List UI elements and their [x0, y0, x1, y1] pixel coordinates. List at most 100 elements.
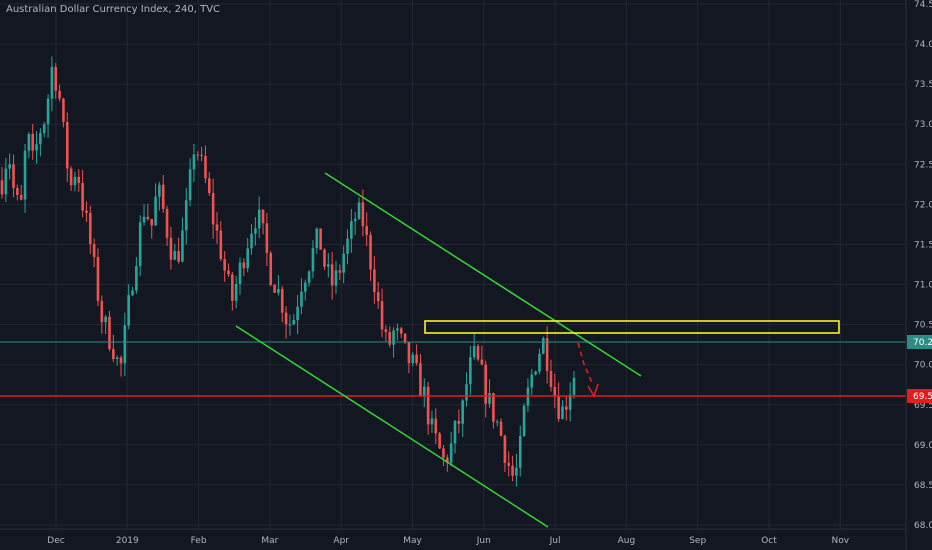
candle[interactable]	[407, 341, 411, 374]
candle[interactable]	[42, 122, 46, 138]
candle[interactable]	[565, 395, 568, 421]
candle[interactable]	[92, 238, 96, 268]
candle[interactable]	[142, 203, 146, 226]
candle[interactable]	[334, 260, 338, 294]
candle[interactable]	[0, 167, 4, 199]
candle[interactable]	[330, 252, 334, 300]
candle[interactable]	[211, 178, 215, 239]
candle[interactable]	[131, 286, 134, 297]
candle[interactable]	[553, 373, 557, 409]
candle[interactable]	[541, 336, 545, 355]
candle[interactable]	[557, 382, 560, 422]
candle[interactable]	[115, 355, 119, 366]
candle[interactable]	[188, 158, 192, 207]
candle[interactable]	[538, 348, 541, 375]
candle[interactable]	[311, 240, 315, 279]
candle[interactable]	[257, 196, 261, 239]
candle[interactable]	[369, 231, 372, 282]
candle[interactable]	[85, 201, 88, 223]
candle[interactable]	[568, 382, 572, 422]
candle[interactable]	[54, 63, 58, 99]
candle[interactable]	[288, 314, 292, 336]
candle[interactable]	[177, 237, 180, 264]
candle[interactable]	[530, 368, 534, 395]
candle[interactable]	[88, 205, 92, 255]
candle[interactable]	[376, 281, 380, 309]
candle[interactable]	[307, 270, 311, 287]
candle[interactable]	[515, 453, 518, 487]
candle[interactable]	[62, 97, 65, 128]
candle[interactable]	[419, 354, 422, 397]
candle[interactable]	[4, 158, 8, 203]
candle[interactable]	[495, 419, 499, 427]
candle[interactable]	[27, 132, 31, 159]
candle[interactable]	[561, 400, 564, 420]
candle[interactable]	[380, 288, 384, 338]
candle[interactable]	[127, 284, 130, 330]
candle[interactable]	[476, 343, 480, 362]
candle[interactable]	[169, 226, 173, 270]
candle[interactable]	[453, 420, 457, 454]
candle[interactable]	[284, 306, 288, 339]
candle[interactable]	[161, 174, 165, 213]
candle[interactable]	[342, 245, 345, 284]
candle[interactable]	[65, 112, 69, 182]
candle[interactable]	[69, 166, 73, 192]
candle[interactable]	[492, 392, 495, 429]
candle[interactable]	[227, 263, 230, 278]
candle[interactable]	[273, 283, 276, 294]
candle[interactable]	[277, 275, 280, 296]
candle[interactable]	[146, 203, 150, 221]
candle[interactable]	[165, 205, 169, 246]
candle[interactable]	[522, 403, 526, 437]
candle[interactable]	[442, 445, 445, 467]
candle[interactable]	[254, 217, 257, 246]
candle[interactable]	[16, 184, 19, 201]
candle[interactable]	[518, 425, 522, 477]
candle[interactable]	[365, 212, 368, 247]
candle[interactable]	[265, 212, 269, 266]
candle[interactable]	[200, 146, 203, 162]
candle[interactable]	[461, 398, 464, 438]
candle[interactable]	[446, 454, 449, 472]
candle[interactable]	[123, 312, 127, 377]
candle-layer[interactable]	[0, 56, 576, 487]
candle[interactable]	[12, 154, 15, 198]
candle[interactable]	[572, 371, 576, 399]
candle[interactable]	[319, 228, 322, 250]
candle[interactable]	[469, 345, 472, 395]
candle[interactable]	[223, 251, 226, 282]
candle[interactable]	[173, 243, 177, 261]
candle[interactable]	[181, 217, 184, 263]
candle[interactable]	[8, 153, 11, 180]
channel-lower-line[interactable]	[235, 325, 549, 528]
candle[interactable]	[411, 352, 415, 367]
candle[interactable]	[323, 248, 326, 271]
candle[interactable]	[388, 326, 392, 348]
candle[interactable]	[231, 271, 234, 311]
candle[interactable]	[119, 355, 123, 377]
candle[interactable]	[39, 128, 42, 157]
candle[interactable]	[350, 208, 353, 253]
candle[interactable]	[465, 372, 468, 407]
candle[interactable]	[426, 381, 430, 435]
candle[interactable]	[19, 184, 23, 201]
candle[interactable]	[503, 434, 507, 472]
candle[interactable]	[549, 359, 553, 392]
candle[interactable]	[238, 257, 242, 295]
candle[interactable]	[484, 360, 488, 418]
candle[interactable]	[234, 275, 238, 309]
candle[interactable]	[292, 314, 296, 326]
candle[interactable]	[384, 325, 388, 342]
candle[interactable]	[246, 237, 249, 273]
candle[interactable]	[96, 248, 100, 307]
candle[interactable]	[73, 171, 77, 192]
time-axis[interactable]: Dec 2019 Feb Mar Apr May Jun Jul Aug Sep Oct Nov	[47, 536, 849, 546]
candle[interactable]	[422, 378, 426, 408]
candle[interactable]	[353, 211, 357, 235]
candle[interactable]	[434, 408, 438, 444]
candle[interactable]	[415, 344, 418, 366]
candle[interactable]	[31, 124, 35, 160]
candle[interactable]	[112, 334, 115, 363]
